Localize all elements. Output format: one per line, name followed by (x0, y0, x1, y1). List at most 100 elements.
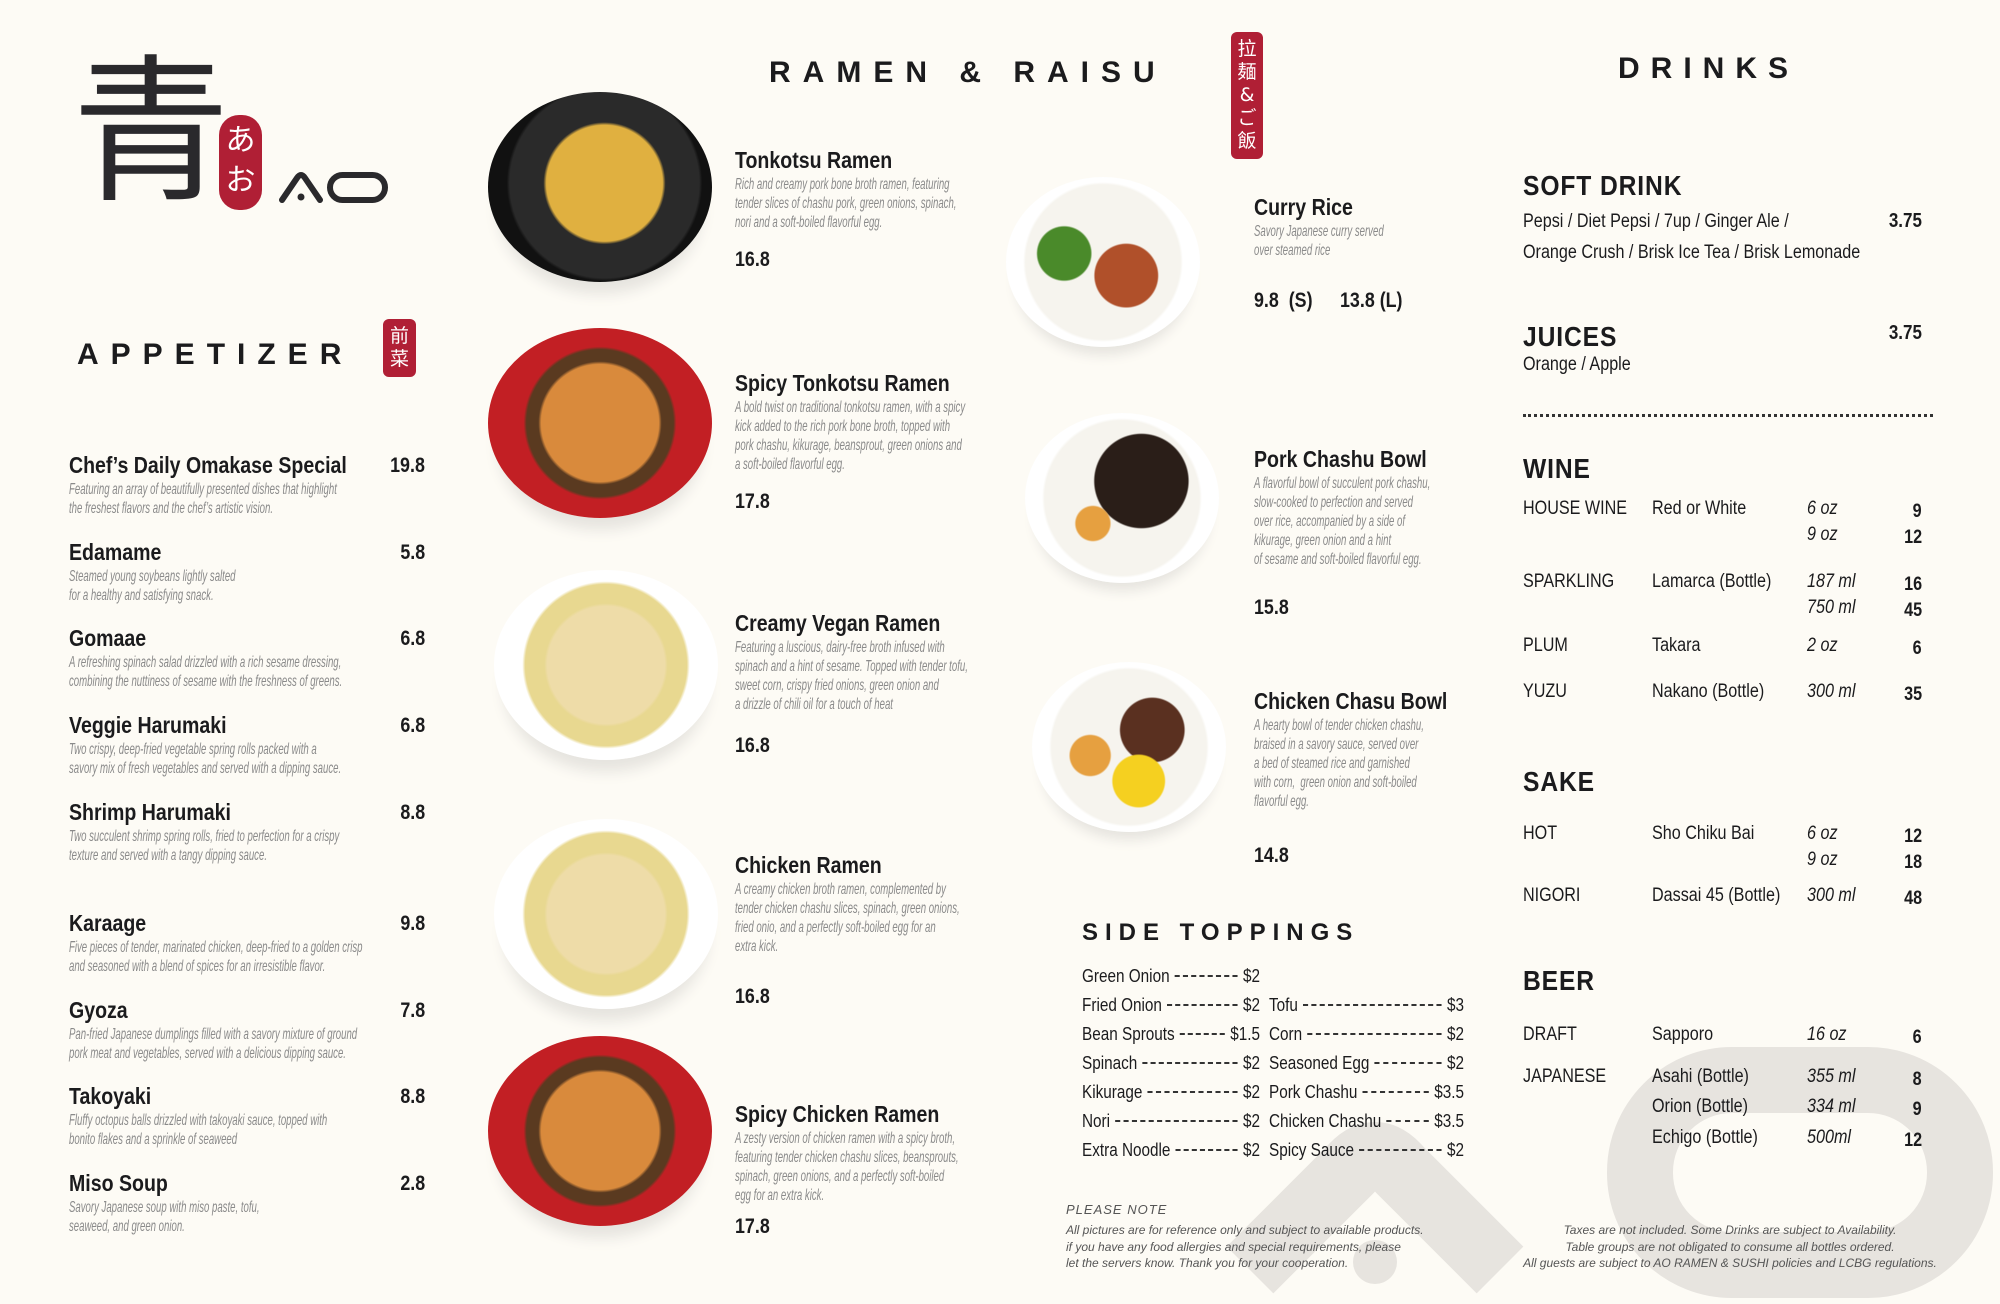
side-topping-row: Spicy Sauce $2 (1269, 1140, 1464, 1161)
juices-price: 3.75 (1888, 322, 1922, 344)
drink-size: 334 ml (1807, 1096, 1856, 1117)
side-topping-name: Corn (1269, 1024, 1303, 1044)
side-topping-row: Fried Onion $2 (1082, 995, 1260, 1016)
side-topping-name: Fried Onion (1082, 995, 1162, 1015)
side-topping-price: $3.5 (1434, 1082, 1464, 1102)
side-topping-name: Kikurage (1082, 1082, 1143, 1102)
drink-name: Echigo (Bottle) (1652, 1127, 1758, 1148)
leader-dashes (1359, 1149, 1442, 1151)
rice-bowl-image (1025, 413, 1219, 583)
drink-category: YUZU (1523, 681, 1567, 702)
rice-item-description: A flavorful bowl of succulent pork chash… (1254, 475, 1431, 568)
drink-price: 35 (1904, 684, 1922, 705)
side-topping-price: $2 (1446, 1053, 1464, 1073)
drink-name: Lamarca (Bottle) (1652, 571, 1772, 592)
side-topping-price: $2 (1446, 1024, 1464, 1044)
watermark-o-shape (1607, 1047, 1993, 1298)
leader-dashes (1174, 975, 1238, 977)
drink-name: Red or White (1652, 498, 1747, 519)
leader-dashes (1303, 1004, 1442, 1006)
rice-item-name: Chicken Chasu Bowl (1254, 688, 1448, 714)
leader-dashes (1115, 1120, 1238, 1122)
drink-category: NIGORI (1523, 885, 1581, 906)
ramen-kanji-tag: 拉麺 & ご飯 (1231, 32, 1263, 159)
leader-dashes (1362, 1091, 1430, 1093)
drink-name: Sho Chiku Bai (1652, 823, 1755, 844)
side-topping-name: Tofu (1269, 995, 1298, 1015)
rice-item-price: 13.8 (L) (1340, 289, 1403, 312)
rice-bowl-image (1006, 177, 1200, 347)
soft-drink-line: Pepsi / Diet Pepsi / 7up / Ginger Ale / (1523, 211, 1789, 232)
leader-dashes (1147, 1091, 1238, 1093)
drink-category: JAPANESE (1523, 1066, 1607, 1087)
appetizer-item-name: Miso Soup (69, 1170, 168, 1196)
leader-dashes (1167, 1004, 1238, 1006)
ramen-item-description: A zesty version of chicken ramen with a … (735, 1130, 959, 1204)
side-topping-row: Spinach $2 (1082, 1053, 1260, 1074)
side-topping-name: Pork Chashu (1269, 1082, 1358, 1102)
side-topping-name: Bean Sprouts (1082, 1024, 1175, 1044)
drink-size: 355 ml (1807, 1066, 1856, 1087)
rice-item-description: A hearty bowl of tender chicken chashu, … (1254, 717, 1424, 810)
side-topping-row: Nori $2 (1082, 1111, 1260, 1132)
appetizer-item-price: 9.8 (400, 912, 425, 935)
side-topping-price: $2 (1446, 1140, 1464, 1160)
side-topping-price: $1.5 (1230, 1024, 1260, 1044)
ramen-item-description: A bold twist on traditional tonkotsu ram… (735, 399, 966, 473)
appetizer-item-description: Two succulent shrimp spring rolls, fried… (69, 828, 340, 864)
drink-name: Sapporo (1652, 1024, 1714, 1045)
drink-category: PLUM (1523, 635, 1568, 656)
side-topping-row: Chicken Chashu $3.5 (1269, 1111, 1464, 1132)
side-topping-price: $2 (1242, 1140, 1260, 1160)
appetizer-kanji-tag: 前菜 (383, 319, 416, 377)
drink-category: HOUSE WINE (1523, 498, 1628, 519)
tag-char: 麺 (1237, 61, 1257, 83)
soft-drink-heading: SOFT DRINK (1523, 170, 1683, 201)
side-topping-price: $2 (1242, 1111, 1260, 1131)
soft-drink-price: 3.75 (1888, 210, 1922, 232)
drink-size: 300 ml (1807, 681, 1856, 702)
ramen-item-name: Spicy Tonkotsu Ramen (735, 370, 950, 396)
juices-line: Orange / Apple (1523, 354, 1631, 375)
ramen-item-price: 16.8 (735, 985, 770, 1008)
side-topping-name: Spicy Sauce (1269, 1140, 1355, 1160)
side-topping-name: Spinach (1082, 1053, 1138, 1073)
appetizer-item-name: Chef’s Daily Omakase Special (69, 452, 347, 478)
ramen-bowl-image (494, 819, 718, 1010)
drink-price: 8 (1913, 1069, 1922, 1090)
leader-dashes (1179, 1033, 1226, 1035)
drink-size: 500ml (1807, 1127, 1851, 1148)
drink-size: 6 oz (1807, 823, 1838, 844)
drink-price: 12 (1904, 1130, 1922, 1151)
drink-name: Orion (Bottle) (1652, 1096, 1749, 1117)
logo-latin-ao (279, 172, 388, 203)
ramen-bowl-image (494, 570, 718, 761)
rice-item-name: Pork Chashu Bowl (1254, 446, 1427, 472)
drink-size: 300 ml (1807, 885, 1856, 906)
side-topping-price: $3.5 (1434, 1111, 1464, 1131)
appetizer-item-description: A refreshing spinach salad drizzled with… (69, 654, 343, 690)
drink-price: 12 (1904, 527, 1922, 548)
appetizer-item-name: Veggie Harumaki (69, 712, 227, 738)
side-topping-row: Green Onion $2 (1082, 966, 1260, 987)
ramen-item-price: 17.8 (735, 490, 770, 513)
drink-price: 45 (1904, 600, 1922, 621)
side-topping-row: Tofu $3 (1269, 995, 1464, 1016)
drinks-title: DRINKS (1618, 52, 1800, 85)
drink-category: HOT (1523, 823, 1558, 844)
drink-name: Nakano (Bottle) (1652, 681, 1765, 702)
drink-price: 9 (1913, 501, 1922, 522)
drink-price: 6 (1913, 1027, 1922, 1048)
drink-price: 6 (1913, 638, 1922, 659)
appetizer-item-name: Karaage (69, 910, 147, 936)
tag-char: 拉 (1237, 38, 1257, 60)
rice-item-name: Curry Rice (1254, 194, 1353, 220)
appetizer-title: APPETIZER (77, 338, 354, 371)
leader-dashes (1142, 1062, 1238, 1064)
appetizer-item-price: 19.8 (390, 454, 425, 477)
rice-item-price: 9.8 (S) (1254, 289, 1313, 312)
rice-bowl-image (1032, 662, 1226, 832)
side-topping-price: $3 (1446, 995, 1464, 1015)
side-topping-row: Pork Chashu $3.5 (1269, 1082, 1464, 1103)
watermark-a-shape (1226, 1122, 1524, 1294)
